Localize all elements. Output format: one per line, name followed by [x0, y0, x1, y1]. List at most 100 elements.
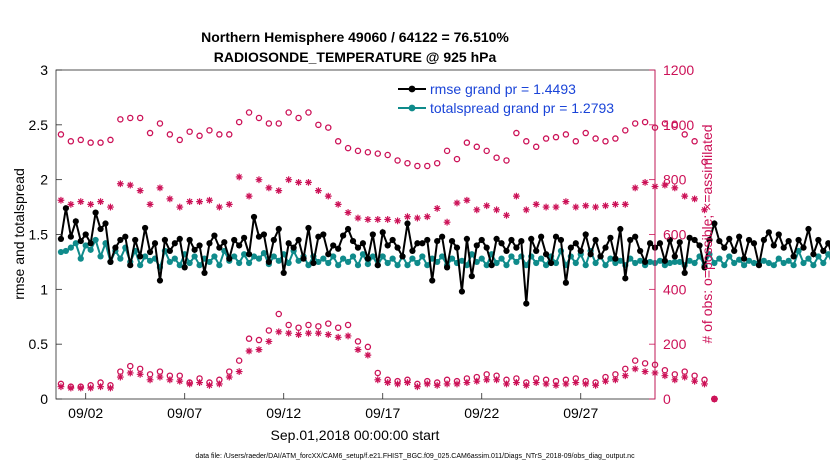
- rmse-point: [736, 233, 743, 240]
- rmse-point: [488, 262, 495, 269]
- totalspread-point: [637, 257, 644, 264]
- rmse-point: [453, 244, 461, 251]
- rmse-point: [795, 236, 802, 244]
- totalspread-point: [765, 259, 772, 267]
- rmse-point: [265, 258, 272, 266]
- totalspread-point: [686, 257, 693, 264]
- rmse-point: [156, 277, 164, 284]
- rmse-point: [171, 240, 178, 247]
- rmse-point: [572, 240, 579, 247]
- totalspread-point: [612, 259, 619, 267]
- obs-possible-point: [433, 159, 441, 167]
- totalspread-point: [523, 262, 530, 269]
- obs-assimilated-point: [354, 214, 362, 222]
- legend: rmse grand pr = 1.4493 totalspread grand…: [398, 81, 614, 116]
- obs-possible-point: [503, 157, 510, 164]
- obs-assimilated-point: [493, 206, 500, 214]
- rmse-point: [429, 277, 436, 284]
- rmse-point: [250, 213, 258, 221]
- left-y-tick-label: 2.5: [29, 117, 49, 133]
- obs-possible-point: [364, 148, 372, 156]
- obs-assimilated-low-point: [631, 365, 639, 373]
- rmse-point: [166, 247, 173, 255]
- obs-possible-point: [691, 138, 698, 145]
- obs-possible-point: [226, 131, 233, 138]
- rmse-point: [478, 236, 485, 244]
- obs-possible-low-point: [315, 323, 322, 330]
- totalspread-point: [196, 262, 203, 269]
- totalspread-point: [117, 255, 124, 262]
- totalspread-point: [552, 259, 560, 267]
- obs-assimilated-low-point: [305, 329, 312, 337]
- obs-assimilated-point: [413, 214, 421, 222]
- totalspread-point: [330, 253, 337, 260]
- rmse-point: [632, 233, 639, 240]
- totalspread-point: [171, 255, 178, 262]
- rmse-point: [607, 234, 614, 241]
- rmse-point: [295, 236, 302, 244]
- rmse-point: [62, 205, 70, 212]
- rmse-point: [404, 220, 411, 227]
- totalspread-point: [241, 251, 248, 258]
- x-tick-label: 09/02: [68, 405, 103, 421]
- obs-assimilated-point: [334, 200, 342, 208]
- rmse-point: [592, 236, 599, 244]
- obs-possible-point: [592, 135, 599, 142]
- totalspread-point: [325, 259, 332, 267]
- right-y-tick-label: 400: [663, 281, 687, 297]
- totalspread-point: [538, 255, 545, 262]
- obs-assimilated-low-point: [176, 377, 184, 385]
- totalspread-point: [340, 255, 347, 262]
- totalspread-point: [533, 259, 540, 267]
- totalspread-point: [250, 253, 258, 260]
- rmse-point: [216, 244, 223, 251]
- totalspread-point: [785, 257, 792, 264]
- totalspread-point: [721, 262, 728, 269]
- obs-possible-point: [77, 136, 85, 144]
- rmse-point: [538, 233, 545, 240]
- rmse-point: [587, 251, 594, 258]
- rmse-point: [617, 225, 624, 233]
- rmse-point: [132, 236, 139, 244]
- rmse-point: [448, 237, 456, 245]
- rmse-point: [226, 255, 233, 262]
- rmse-point: [349, 237, 357, 245]
- obs-assimilated-point: [136, 187, 144, 195]
- obs-assimilated-point: [67, 200, 75, 208]
- obs-assimilated-point: [443, 218, 451, 226]
- rmse-point: [750, 240, 758, 247]
- obs-possible-point: [275, 120, 283, 127]
- obs-assimilated-point: [611, 200, 619, 208]
- rmse-point: [379, 229, 386, 236]
- totalspread-point: [770, 262, 777, 269]
- rmse-point: [439, 233, 446, 240]
- obs-assimilated-point: [364, 216, 372, 223]
- totalspread-point: [344, 258, 352, 266]
- rmse-point: [112, 244, 119, 251]
- right-y-tick-label: 800: [663, 172, 687, 188]
- rmse-point: [419, 240, 426, 247]
- rmse-point: [241, 234, 248, 241]
- obs-assimilated-low-point: [57, 383, 65, 391]
- totalspread-point: [741, 262, 748, 269]
- totalspread-point: [137, 262, 144, 269]
- totalspread-point: [389, 255, 396, 262]
- obs-possible-low-point: [127, 362, 134, 370]
- totalspread-point: [295, 257, 302, 264]
- obs-possible-low-point: [235, 357, 243, 364]
- chart-title-line-2: RADIOSONDE_TEMPERATURE @ 925 hPa: [214, 49, 497, 65]
- rmse-point: [231, 236, 238, 244]
- obs-possible-point: [136, 114, 144, 122]
- rmse-point: [706, 236, 713, 244]
- x-axis-label: Sep.01,2018 00:00:00 start: [271, 427, 440, 443]
- rmse-point: [602, 244, 609, 251]
- obs-assimilated-low-point: [87, 384, 95, 392]
- obs-assimilated-point: [265, 184, 273, 192]
- left-y-tick-label: 1.5: [29, 227, 49, 243]
- obs-assimilated-point: [572, 203, 580, 211]
- rmse-point: [498, 240, 505, 247]
- rmse-point: [364, 255, 371, 262]
- obs-assimilated-low-point: [77, 384, 85, 392]
- totalspread-point: [176, 262, 183, 269]
- totalspread-point: [716, 255, 723, 262]
